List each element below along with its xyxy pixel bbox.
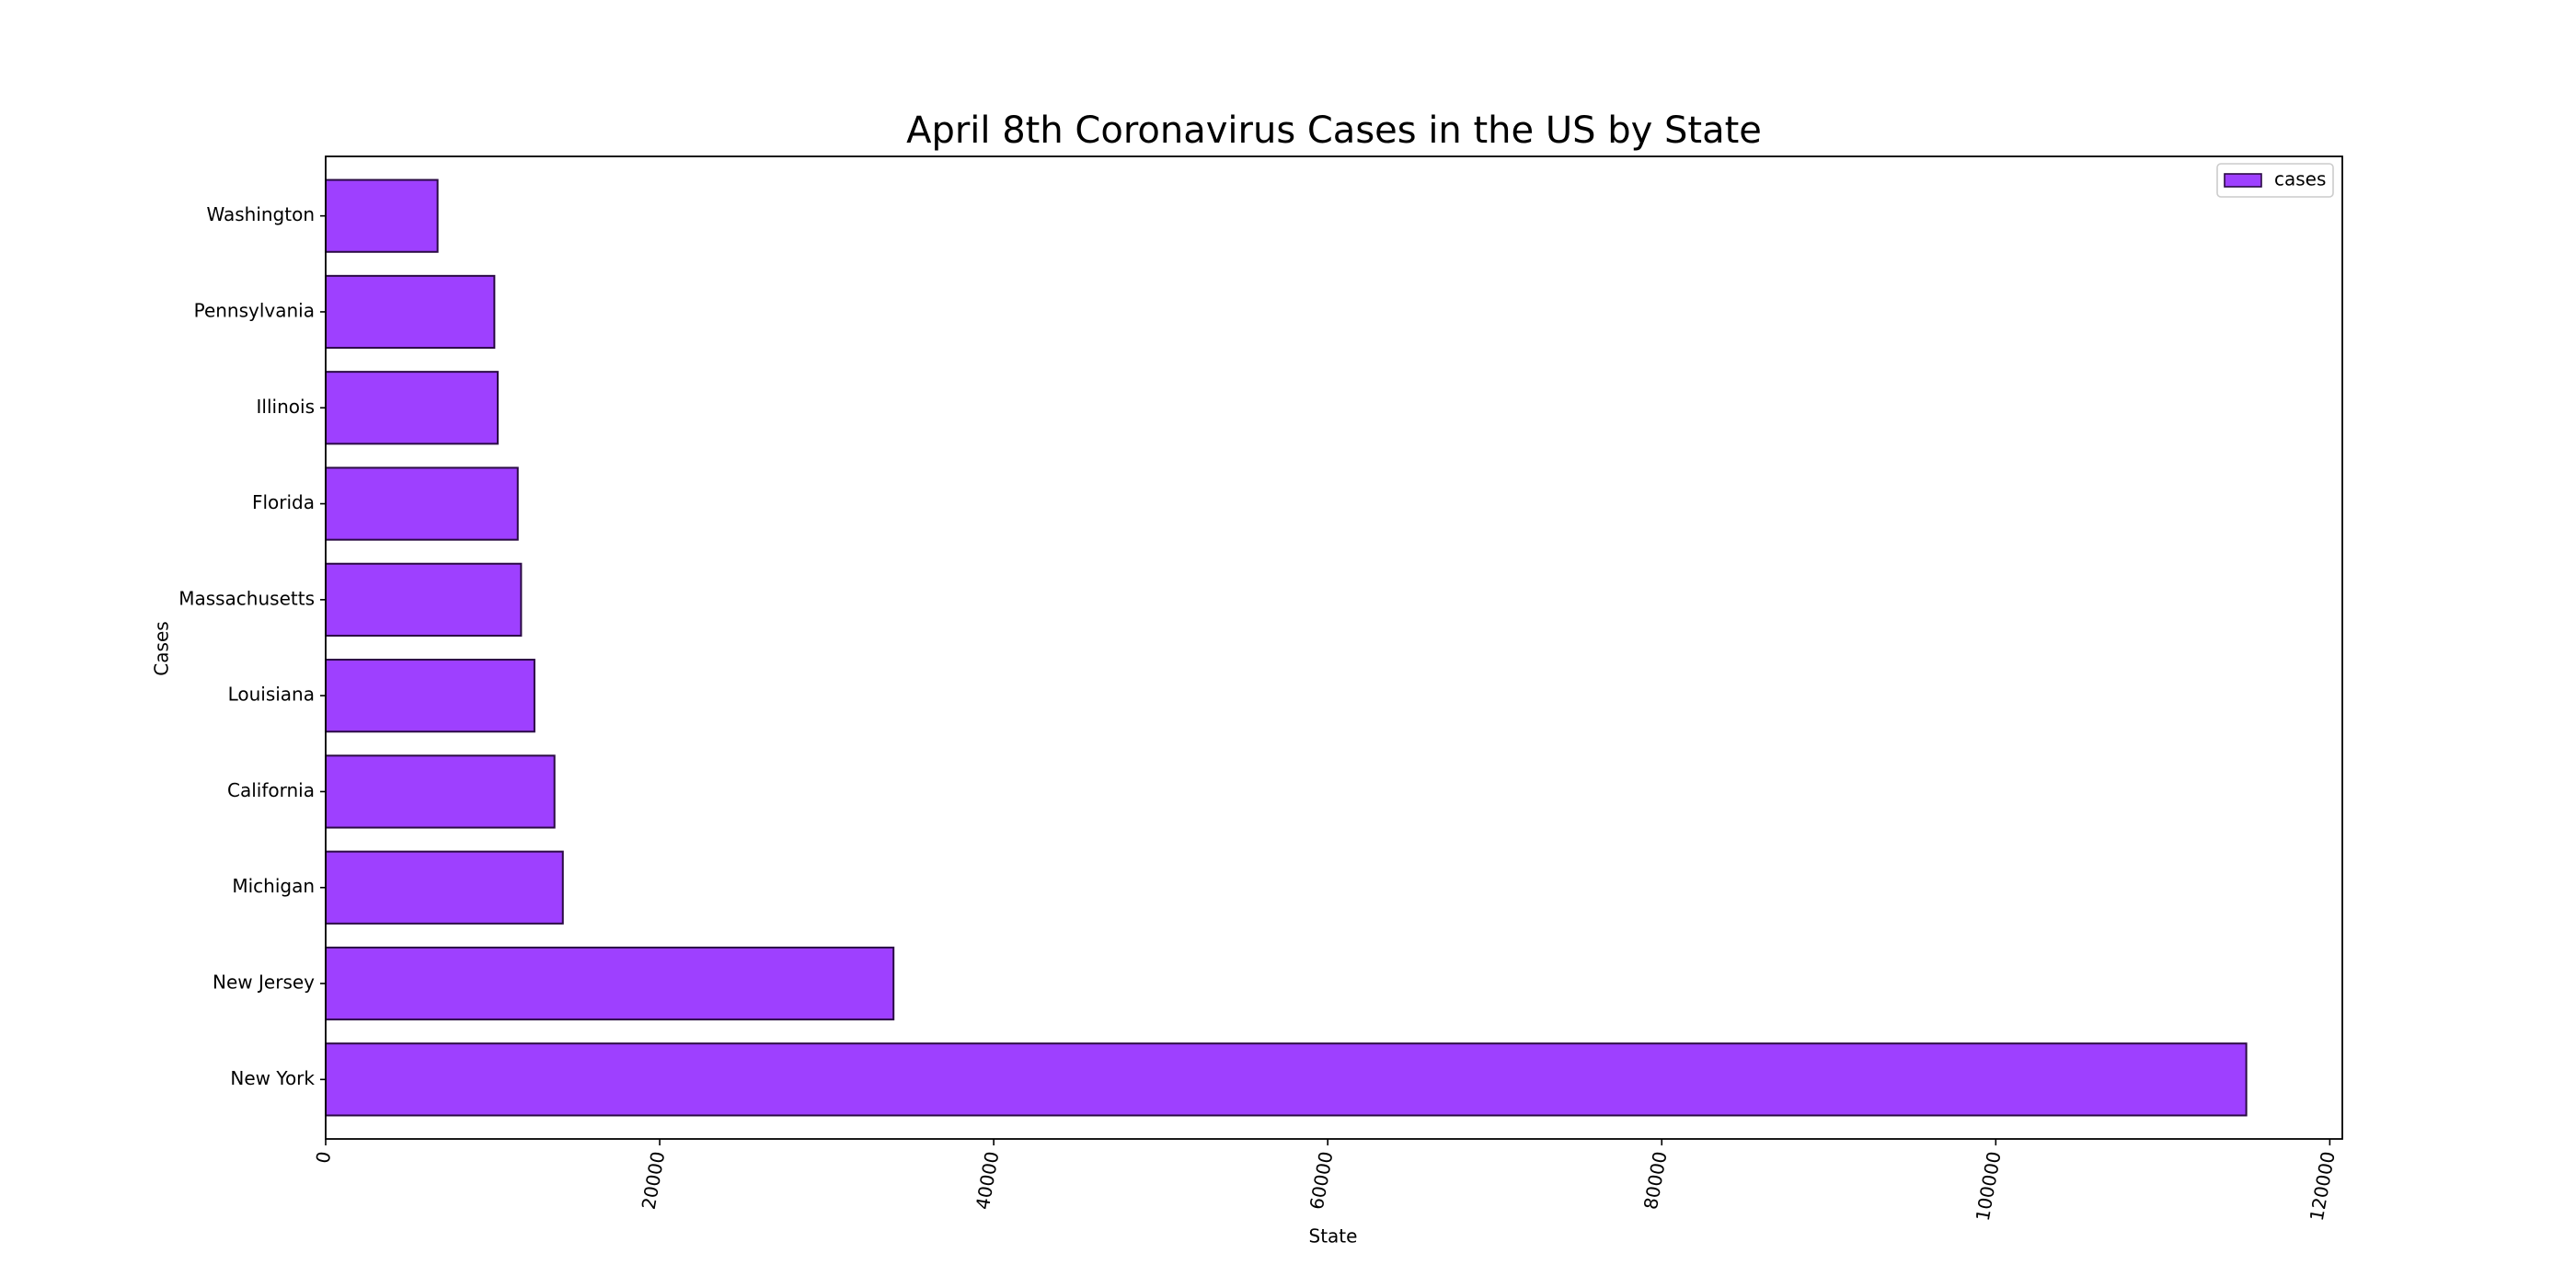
x-tick-label: 80000 <box>1639 1150 1672 1212</box>
x-axis-label: State <box>1309 1225 1358 1248</box>
y-tick-label: Illinois <box>257 396 315 418</box>
y-tick-label: Pennsylvania <box>194 299 315 321</box>
bar <box>325 659 535 733</box>
legend-box <box>2216 163 2334 198</box>
bar <box>325 274 496 350</box>
y-tick-label: New York <box>230 1067 315 1089</box>
y-tick-label: Massachusetts <box>178 587 315 609</box>
bar <box>325 371 499 445</box>
bar <box>325 946 895 1021</box>
bar <box>325 562 523 637</box>
y-tick-label: California <box>227 779 315 801</box>
y-tick-label: Louisiana <box>228 684 315 706</box>
y-tick-label: Florida <box>252 491 315 513</box>
bar <box>325 754 556 829</box>
legend-swatch <box>2224 173 2262 188</box>
x-tick-label: 60000 <box>1305 1150 1338 1212</box>
bar <box>325 466 519 541</box>
x-tick-label: 120000 <box>2306 1150 2340 1223</box>
plot-frame <box>325 155 2343 1140</box>
bar <box>325 1042 2248 1117</box>
x-tick-label: 100000 <box>1972 1150 2006 1223</box>
y-tick-label: Michigan <box>232 875 315 897</box>
chart-title: April 8th Coronavirus Cases in the US by… <box>906 109 1762 152</box>
x-tick-label: 20000 <box>638 1150 670 1212</box>
y-tick-label: New Jersey <box>213 972 315 994</box>
x-tick-label: 40000 <box>972 1150 1004 1212</box>
legend-label: cases <box>2274 168 2326 190</box>
x-tick-label: 0 <box>311 1150 335 1166</box>
legend: cases <box>2216 163 2334 198</box>
y-tick-label: Washington <box>206 203 315 225</box>
bar <box>325 178 439 253</box>
bar <box>325 850 564 925</box>
y-axis-label: Cases <box>151 621 173 675</box>
